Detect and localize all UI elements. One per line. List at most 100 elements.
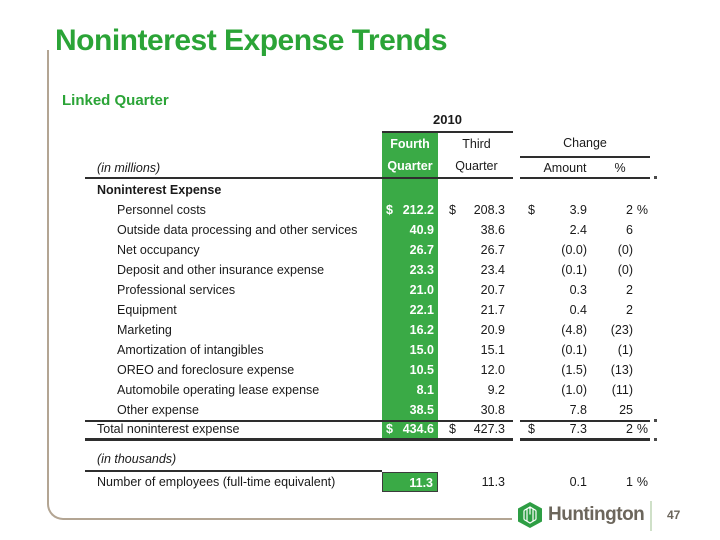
column-header-line: Third: [462, 137, 491, 151]
q3-value: 38.6: [480, 223, 505, 237]
change-amount-value: 3.9: [569, 203, 587, 217]
column-header-third-quarter: Third Quarter: [438, 133, 515, 177]
change-amount-value: (0.0): [561, 243, 587, 257]
q3-value: 21.7: [480, 303, 505, 317]
stray-mark: [654, 176, 657, 179]
q4-value: 38.5: [409, 403, 434, 417]
q4-value: 434.6: [402, 422, 434, 436]
row-label: Professional services: [117, 283, 236, 297]
change-amount-value: 0.1: [569, 475, 587, 489]
change-amount-value: 7.8: [569, 403, 587, 417]
percent-sign: [633, 340, 650, 360]
q4-value: 21.0: [409, 283, 434, 297]
q3-cell: 23.4: [438, 260, 515, 280]
q3-cell: 20.7: [438, 280, 515, 300]
expense-row: Other expense 38.5 30.8 7.8 25: [85, 400, 650, 420]
column-header-change: Change: [520, 136, 650, 158]
change-amount-value: (4.8): [561, 323, 587, 337]
header-rule: [85, 177, 513, 179]
q4-cell: 26.7: [382, 240, 438, 260]
q3-cell: 21.7: [438, 300, 515, 320]
q3-value: 20.7: [480, 283, 505, 297]
total-row: Total noninterest expense $ 434.6 $ 427.…: [85, 420, 650, 439]
column-header-percent: %: [614, 161, 626, 175]
change-percent-value: 1: [626, 475, 633, 489]
column-header-line: Quarter: [455, 159, 498, 173]
expense-table: 2010 Fourth Quarter Third Quarter Change…: [85, 112, 660, 502]
q3-value: 26.7: [480, 243, 505, 257]
change-percent-value: (0): [617, 243, 633, 257]
q3-value: 30.8: [480, 403, 505, 417]
change-amount-cell: (0.0): [520, 240, 600, 260]
change-percent-cell: 2: [600, 300, 650, 320]
change-percent-value: (0): [617, 263, 633, 277]
q4-value: 15.0: [409, 343, 434, 357]
change-percent-cell: (13): [600, 360, 650, 380]
huntington-hexagon-icon: [518, 502, 542, 528]
row-label: Net occupancy: [117, 243, 200, 257]
q4-value: 8.1: [416, 383, 434, 397]
change-percent-cell: 25: [600, 400, 650, 420]
change-percent-value: (11): [611, 383, 633, 397]
q3-cell: 11.3: [438, 472, 515, 492]
row-label: Personnel costs: [117, 203, 206, 217]
change-amount-cell: 2.4: [520, 220, 600, 240]
change-percent-cell: 6: [600, 220, 650, 240]
q4-cell: 22.1: [382, 300, 438, 320]
change-percent-cell: (1): [600, 340, 650, 360]
employees-row: Number of employees (full-time equivalen…: [85, 472, 650, 492]
expense-row: Equipment 22.1 21.7 0.4 2: [85, 300, 650, 320]
change-amount-value: 2.4: [569, 223, 587, 237]
dollar-sign: $: [528, 422, 535, 436]
total-rule-top: [520, 420, 650, 422]
change-amount-value: (1.0): [561, 383, 587, 397]
q3-cell: 38.6: [438, 220, 515, 240]
row-label: OREO and foreclosure expense: [117, 363, 295, 377]
q3-value: 9.2: [487, 383, 505, 397]
column-header-line: Fourth: [390, 137, 430, 151]
q4-value: 40.9: [409, 223, 434, 237]
change-percent-value: 2: [626, 203, 633, 217]
percent-sign: [633, 220, 650, 240]
q4-value: 10.5: [409, 363, 434, 377]
q3-cell: $ 427.3: [438, 420, 515, 439]
percent-sign: [633, 360, 650, 380]
percent-sign: [633, 380, 650, 400]
total-rule-bottom: [520, 438, 650, 441]
section-header-row: Noninterest Expense: [85, 180, 650, 200]
q3-value: 20.9: [480, 323, 505, 337]
expense-row: Deposit and other insurance expense 23.3…: [85, 260, 650, 280]
change-amount-cell: $ 3.9: [520, 200, 600, 220]
q4-cell: 11.3: [382, 472, 438, 492]
column-header-fourth-quarter: Fourth Quarter: [382, 133, 438, 177]
row-label: Total noninterest expense: [97, 422, 240, 436]
total-rule-top: [85, 420, 513, 422]
change-amount-cell: 0.3: [520, 280, 600, 300]
q4-value: 26.7: [409, 243, 434, 257]
change-amount-cell: 7.8: [520, 400, 600, 420]
row-label: Amortization of intangibles: [117, 343, 264, 357]
change-percent-cell: (0): [600, 260, 650, 280]
q4-value: 22.1: [409, 303, 434, 317]
expense-row: Professional services 21.0 20.7 0.3 2: [85, 280, 650, 300]
q4-cell: 16.2: [382, 320, 438, 340]
row-label: Automobile operating lease expense: [117, 383, 320, 397]
q4-cell: $ 212.2: [382, 200, 438, 220]
change-percent-cell: 1 %: [600, 472, 650, 492]
change-amount-cell: (0.1): [520, 260, 600, 280]
change-percent-value: 2: [626, 283, 633, 297]
change-amount-cell: 0.1: [520, 472, 600, 492]
huntington-logo: Huntington: [517, 501, 645, 529]
change-percent-value: 2: [626, 303, 633, 317]
row-label: Marketing: [117, 323, 172, 337]
change-percent-cell: (0): [600, 240, 650, 260]
change-amount-cell: 0.4: [520, 300, 600, 320]
q3-cell: 20.9: [438, 320, 515, 340]
change-amount-cell: (1.0): [520, 380, 600, 400]
percent-sign: [633, 240, 650, 260]
change-percent-cell: (23): [600, 320, 650, 340]
change-percent-value: 6: [626, 223, 633, 237]
percent-sign: [633, 300, 650, 320]
thousands-rule: [85, 470, 382, 472]
